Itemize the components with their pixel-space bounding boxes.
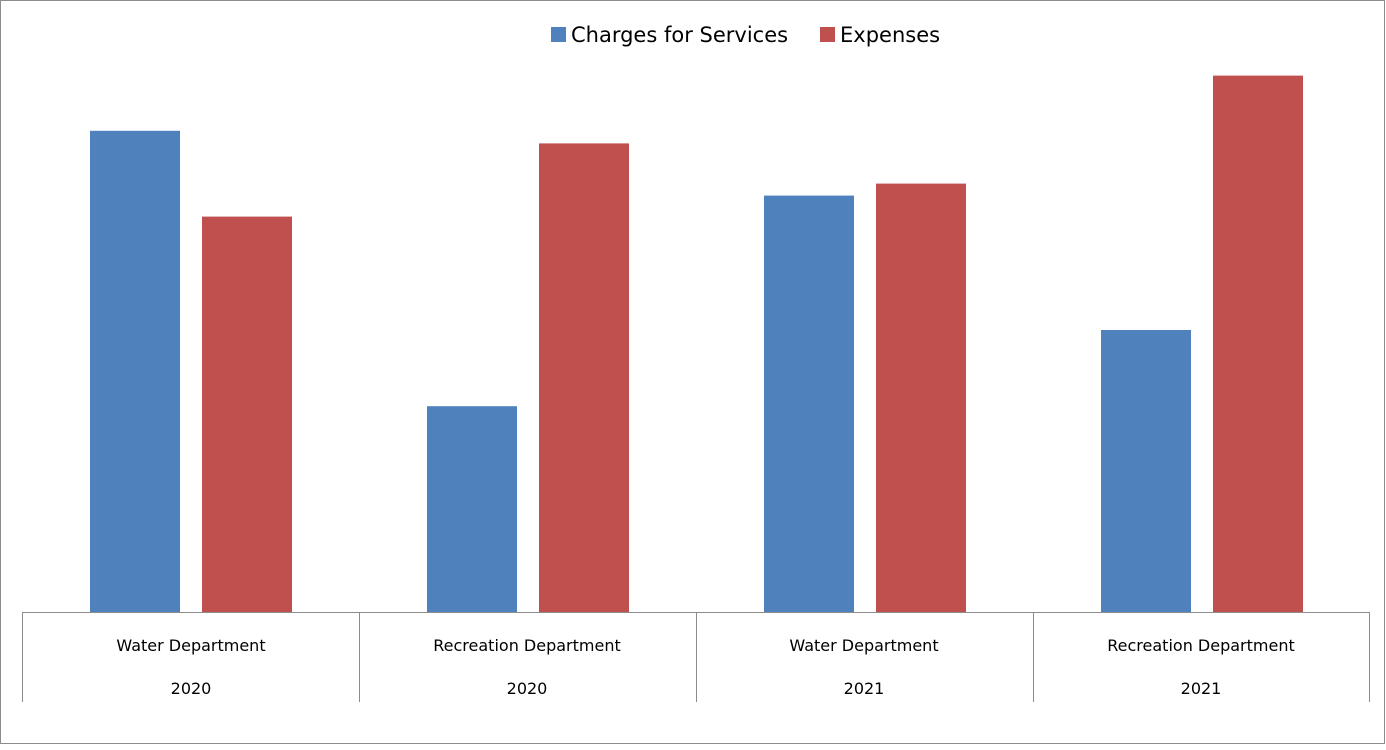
tick-label-department-3: Recreation Department <box>1107 636 1294 655</box>
bar-charges-2 <box>764 195 854 612</box>
tick-label-department-2: Water Department <box>789 636 938 655</box>
legend-swatch-charges <box>551 27 566 42</box>
legend-label-expenses: Expenses <box>840 23 940 47</box>
bar-expenses-2 <box>876 183 966 612</box>
legend-entry-expenses: Expenses <box>820 23 940 47</box>
tick-label-year-2: 2021 <box>844 679 885 698</box>
bar-expenses-0 <box>202 216 292 612</box>
category-axis: Water Department 2020 Recreation Departm… <box>22 612 1370 702</box>
legend-label-charges: Charges for Services <box>571 23 788 47</box>
legend-swatch-expenses <box>820 27 835 42</box>
legend-entry-charges: Charges for Services <box>551 23 788 47</box>
tick-label-department-0: Water Department <box>116 636 265 655</box>
bars-group <box>90 75 1303 613</box>
bar-charges-1 <box>427 406 517 612</box>
tick-label-year-1: 2020 <box>507 679 548 698</box>
legend: Charges for Services Expenses <box>551 23 940 47</box>
bar-expenses-1 <box>539 143 629 612</box>
bar-expenses-3 <box>1213 75 1303 613</box>
tick-label-year-0: 2020 <box>171 679 212 698</box>
bar-charges-3 <box>1101 330 1191 612</box>
tick-label-year-3: 2021 <box>1181 679 1222 698</box>
bar-charges-0 <box>90 130 180 613</box>
tick-label-department-1: Recreation Department <box>433 636 620 655</box>
